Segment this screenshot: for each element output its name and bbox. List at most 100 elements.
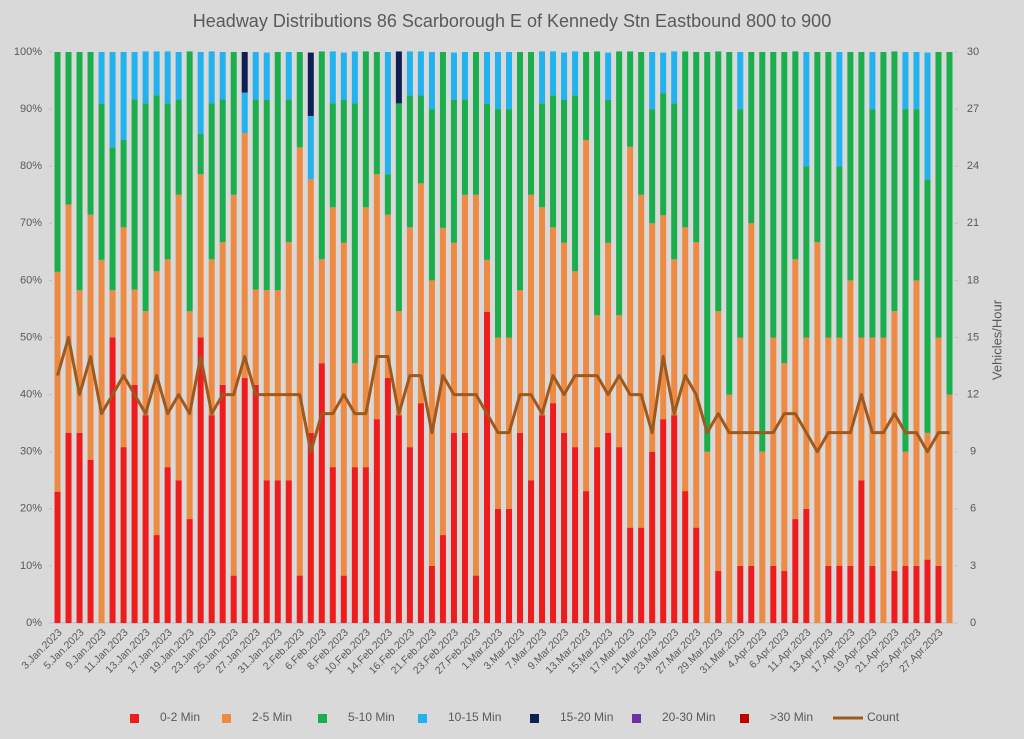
chart-title: Headway Distributions 86 Scarborough E o…: [193, 11, 831, 31]
bar-segment: [406, 447, 413, 623]
y-tick-label: 20%: [20, 503, 42, 515]
bar-segment: [627, 146, 634, 528]
y-tick-label: 100%: [14, 46, 42, 58]
y2-tick-label: 15: [967, 331, 979, 343]
bar-segment: [561, 99, 568, 243]
bar-segment: [329, 103, 336, 208]
bar-segment: [649, 52, 656, 110]
y2-tick-label: 0: [970, 617, 976, 629]
bar-segment: [241, 378, 248, 623]
bar-segment: [924, 52, 931, 180]
bar-segment: [682, 491, 689, 623]
bar-segment: [340, 242, 347, 576]
bar-segment: [814, 52, 821, 243]
bar-segment: [318, 363, 325, 623]
bar-segment: [671, 259, 678, 416]
bar-segment: [550, 95, 557, 228]
y2-tick-label: 30: [967, 46, 979, 58]
bar-segment: [428, 52, 435, 110]
bar-segment: [847, 52, 854, 281]
bar-segment: [252, 384, 259, 623]
bar-segment: [285, 242, 292, 481]
bar-segment: [528, 480, 535, 623]
bar-segment: [274, 480, 281, 623]
bar-segment: [616, 315, 623, 448]
bar-segment: [164, 259, 171, 468]
bar-segment: [263, 480, 270, 623]
bar-segment: [494, 52, 501, 110]
bar-segment: [406, 51, 413, 96]
bar-segment: [561, 242, 568, 433]
bar-segment: [329, 51, 336, 104]
legend-label: 20-30 Min: [662, 710, 715, 724]
bar-segment: [450, 52, 457, 100]
bar-segment: [726, 52, 733, 395]
bar-segment: [792, 519, 799, 623]
bar-segment: [605, 432, 612, 623]
bar-segment: [550, 403, 557, 623]
bar-segment: [605, 99, 612, 243]
bar-segment: [384, 174, 391, 215]
bar-segment: [528, 194, 535, 481]
y-tick-label: 30%: [20, 446, 42, 458]
bar-segment: [561, 52, 568, 100]
bar-segment: [737, 565, 744, 623]
bar-segment: [219, 384, 226, 623]
bar-segment: [748, 52, 755, 224]
bar-segment: [660, 52, 667, 94]
y2-tick-label: 21: [967, 217, 979, 229]
bar-segment: [219, 52, 226, 100]
bar-segment: [583, 52, 590, 140]
bar-segment: [98, 103, 105, 260]
bar-segment: [384, 214, 391, 379]
bar-segment: [770, 565, 777, 623]
bar-segment: [175, 52, 182, 100]
bar-segment: [781, 571, 788, 623]
bar-segment: [373, 174, 380, 420]
bar-segment: [65, 52, 72, 205]
bar-segment: [406, 95, 413, 228]
bar-segment: [483, 311, 490, 623]
bar-segment: [715, 571, 722, 623]
bar-segment: [263, 52, 270, 100]
bar-segment: [241, 92, 248, 134]
bar-segment: [153, 51, 160, 96]
bar-segment: [715, 311, 722, 572]
bar-segment: [924, 432, 931, 560]
bar-segment: [891, 51, 898, 312]
bar-segment: [153, 95, 160, 272]
y2-tick-label: 3: [970, 560, 976, 572]
bar-segment: [285, 480, 292, 623]
legend-swatch: [530, 714, 539, 723]
bar-segment: [153, 535, 160, 623]
bar-segment: [902, 451, 909, 566]
y2-tick-label: 24: [967, 160, 979, 172]
bar-segment: [186, 519, 193, 623]
bar-segment: [803, 166, 810, 338]
bar-segment: [483, 259, 490, 312]
bar-segment: [461, 52, 468, 100]
bar-segment: [230, 52, 237, 195]
bar-segment: [902, 109, 909, 452]
bar-segment: [417, 183, 424, 404]
bar-segment: [550, 51, 557, 96]
bar-segment: [307, 52, 314, 116]
bar-segment: [87, 459, 94, 623]
bar-segment: [539, 51, 546, 104]
bar-segment: [880, 52, 887, 338]
bar-segment: [373, 52, 380, 175]
bar-segment: [825, 337, 832, 566]
bar-segment: [340, 99, 347, 243]
bar-segment: [792, 51, 799, 260]
legend-label: Count: [867, 710, 900, 724]
y-tick-label: 0%: [26, 617, 42, 629]
bar-segment: [351, 51, 358, 104]
bar-segment: [649, 109, 656, 224]
bar-segment: [946, 394, 953, 623]
y2-axis-label: Vehicles/Hour: [989, 299, 1004, 380]
bar-segment: [836, 565, 843, 623]
y2-tick-label: 6: [970, 503, 976, 515]
bar-segment: [296, 147, 303, 576]
bar-segment: [120, 139, 127, 228]
y2-tick-label: 12: [967, 389, 979, 401]
